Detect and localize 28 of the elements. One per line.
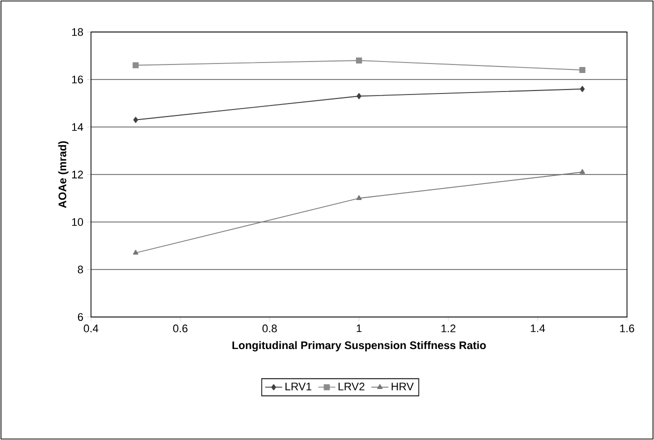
legend-label: LRV1 [286, 382, 312, 390]
x-axis-title: Longitudinal Primary Suspension Stiffness Ratio [232, 341, 486, 352]
y-tick-label: 8 [78, 266, 83, 274]
x-tick-label: 0.8 [262, 324, 277, 332]
point [132, 250, 138, 255]
point [356, 93, 362, 100]
point [356, 57, 362, 64]
y-tick-label: 18 [72, 28, 83, 36]
x-tick-label: 1.2 [442, 324, 456, 332]
x-tick-label: 0.6 [173, 324, 188, 332]
y-tick-label: 10 [72, 218, 84, 226]
y-tick-label: 6 [78, 313, 83, 321]
y-tick-label: 12 [72, 170, 83, 178]
x-tick-label: 0.4 [84, 324, 98, 332]
x-tick-label: 1 [356, 324, 362, 332]
x-tick-label: 1.6 [620, 324, 634, 332]
point [580, 86, 585, 92]
y-axis-title: AOAe (mrad) [58, 141, 68, 208]
point [356, 195, 362, 200]
point [132, 62, 139, 68]
y-tick-label: 16 [72, 76, 83, 84]
y-tick-label: 14 [72, 123, 84, 131]
point [579, 66, 586, 74]
legend-label: HRV [392, 382, 414, 390]
point [133, 116, 138, 123]
x-tick-label: 1.4 [530, 324, 545, 332]
legend-label: LRV2 [338, 382, 364, 390]
point [580, 169, 586, 174]
